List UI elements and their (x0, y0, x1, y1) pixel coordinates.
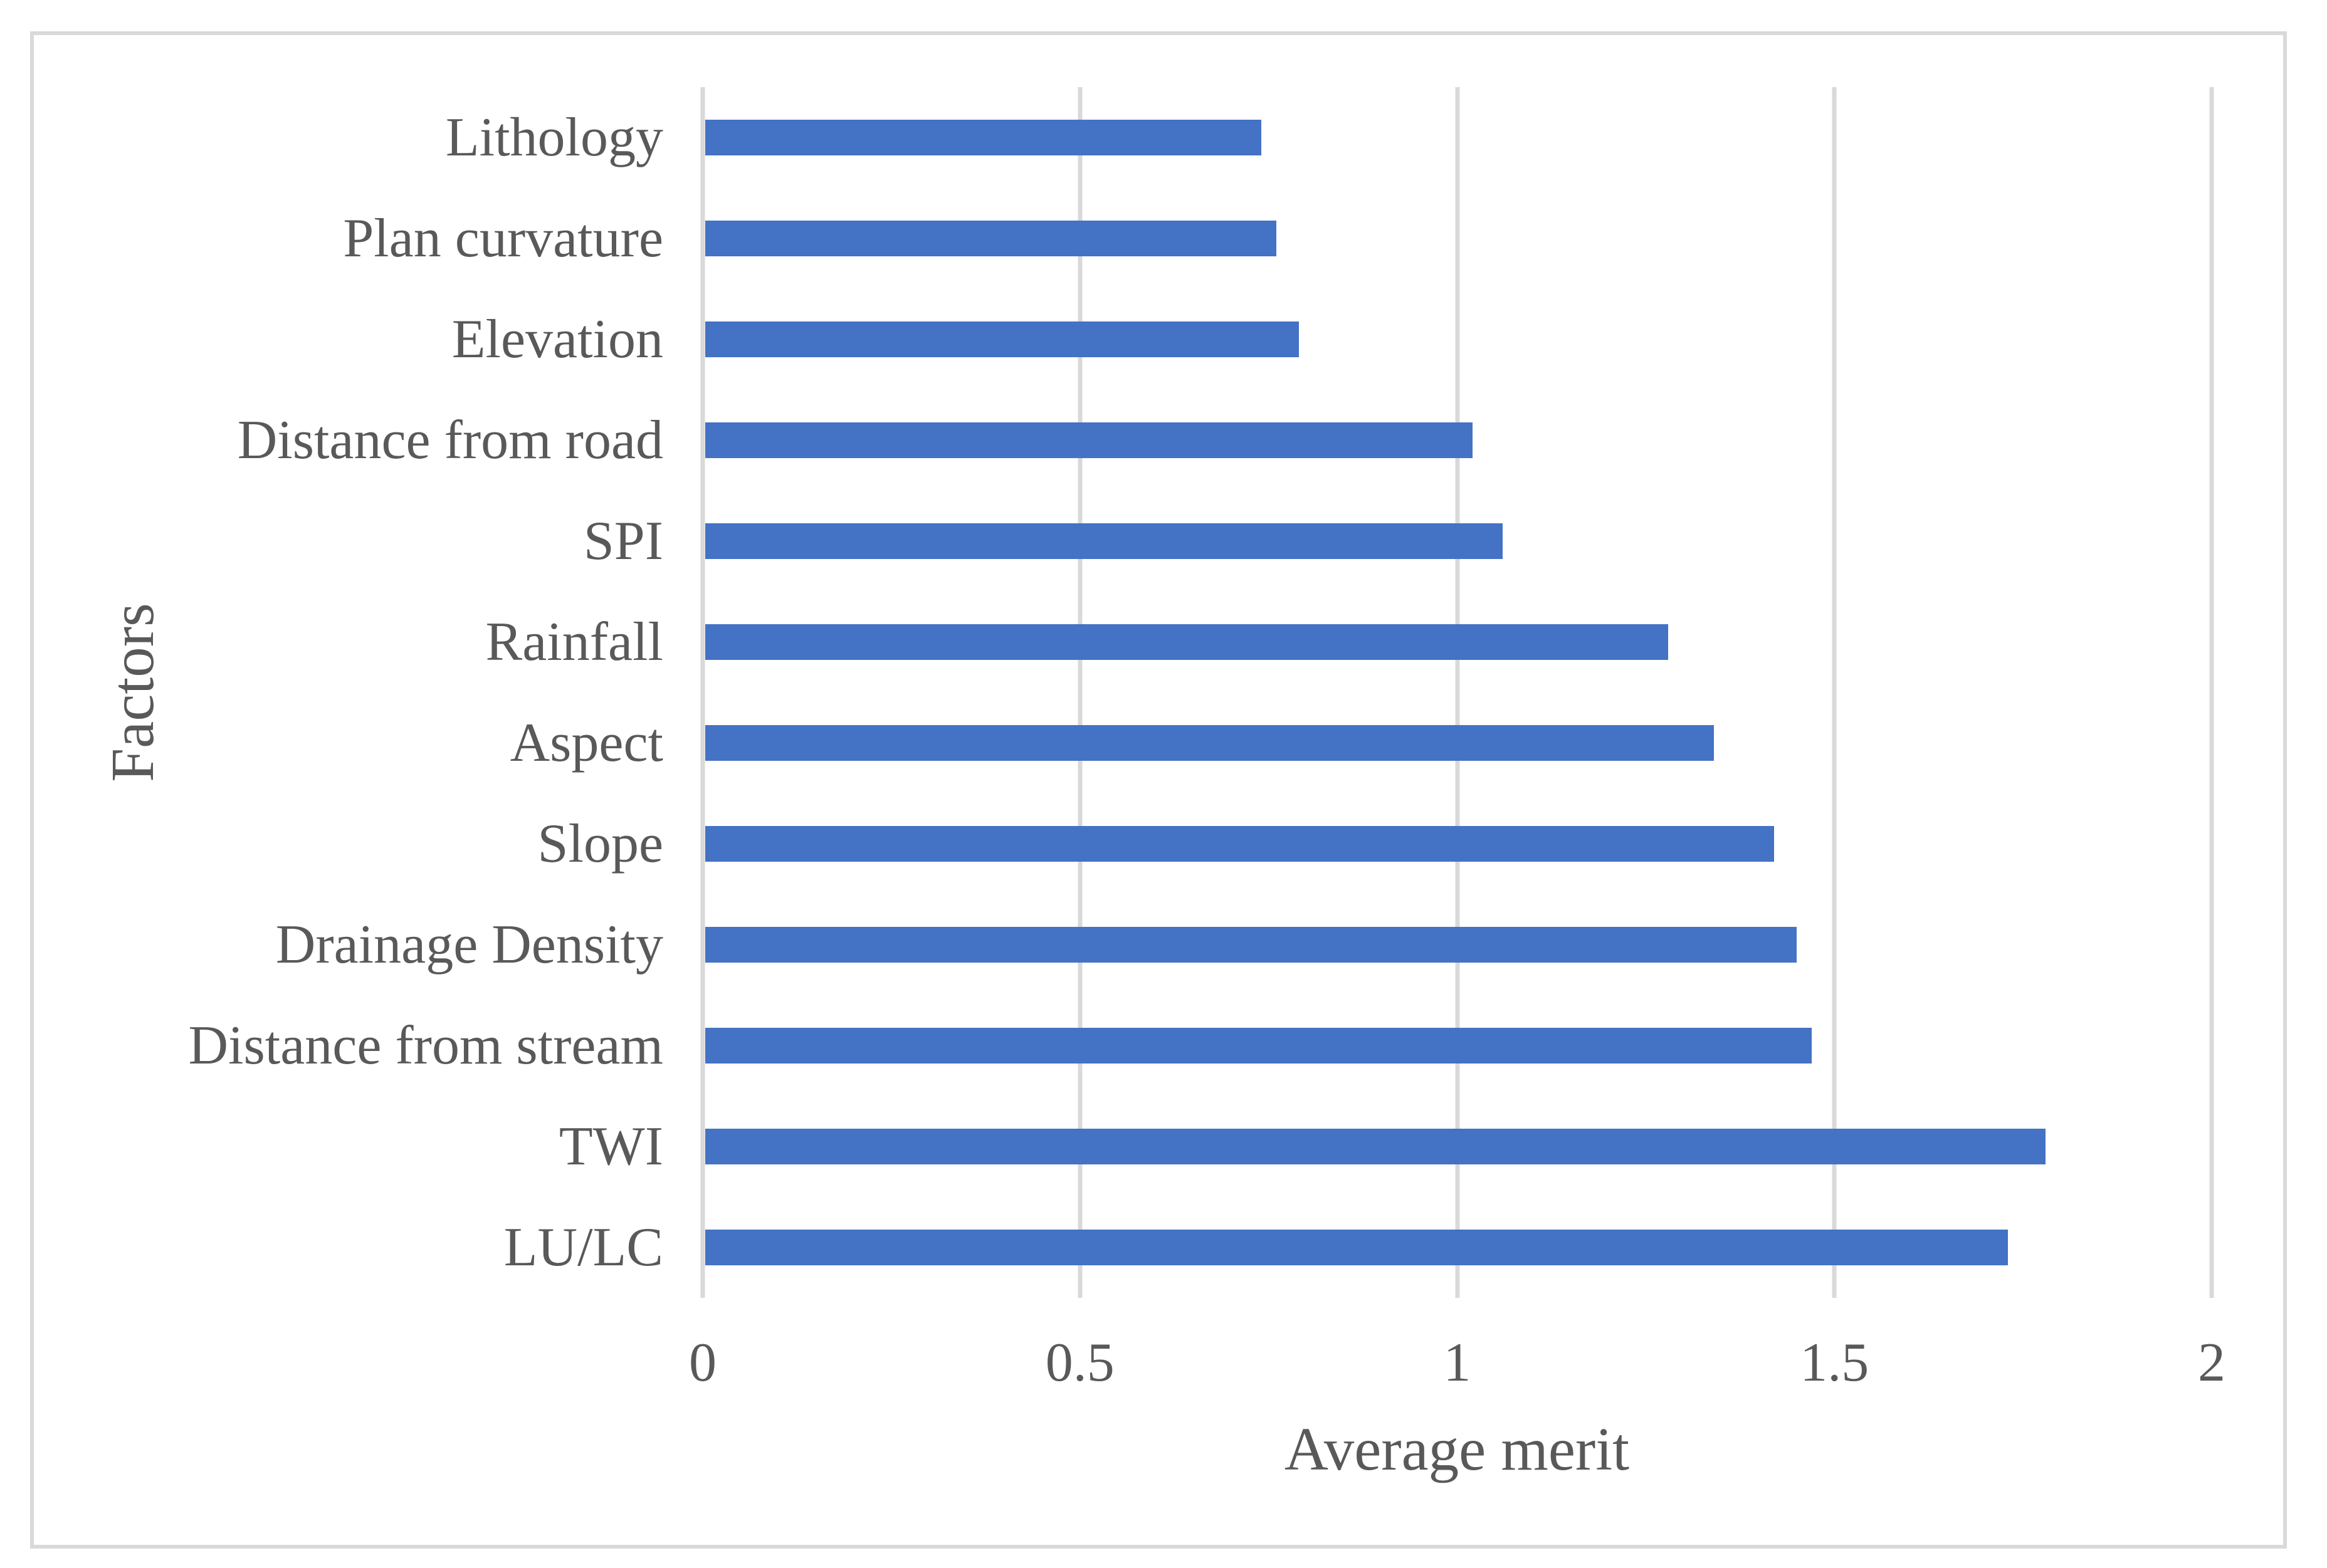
category-label-aspect: Aspect (510, 712, 663, 773)
category-label-lu-lc: LU/LC (503, 1216, 663, 1278)
bar-row (703, 390, 2212, 491)
bar-aspect (705, 725, 1714, 761)
x-tick-label-0.5: 0.5 (1045, 1332, 1115, 1393)
bar-slope (705, 826, 1774, 862)
category-label-spi: SPI (583, 510, 663, 572)
category-label-rainfall: Rainfall (485, 611, 663, 672)
bar-row (703, 1096, 2212, 1197)
category-label-elevation: Elevation (451, 308, 663, 370)
bar-row (703, 289, 2212, 390)
bar-row (703, 693, 2212, 793)
category-label-slope: Slope (537, 813, 663, 874)
bar-row (703, 491, 2212, 592)
category-label-lithology: Lithology (445, 107, 663, 168)
bar-row (703, 894, 2212, 995)
bar-row (703, 1197, 2212, 1298)
category-label-plan-curvature: Plan curvature (343, 207, 663, 269)
bar-distance-from-road (705, 422, 1473, 458)
plot-area (700, 87, 2214, 1298)
bar-row (703, 592, 2212, 693)
bar-lithology (705, 120, 1261, 155)
bar-elevation (705, 321, 1299, 357)
category-label-twi: TWI (559, 1116, 663, 1177)
gridline-x-0 (700, 87, 705, 1298)
bar-lu-lc (705, 1230, 2009, 1265)
x-tick-label-1.5: 1.5 (1800, 1332, 1869, 1393)
category-label-distance-from-road: Distance from road (237, 409, 663, 471)
gridline-x-1.5 (1832, 87, 1837, 1298)
x-tick-label-0: 0 (689, 1332, 717, 1393)
bar-twi (705, 1129, 2046, 1164)
gridline-x-0.5 (1078, 87, 1083, 1298)
x-tick-label-1: 1 (1443, 1332, 1471, 1393)
y-axis-title: Factors (99, 603, 166, 782)
bar-spi (705, 523, 1503, 559)
bar-plan-curvature (705, 221, 1276, 256)
category-label-distance-from-stream: Distance from stream (188, 1015, 664, 1076)
bar-distance-from-stream (705, 1028, 1812, 1064)
bar-rainfall (705, 624, 1669, 660)
chart-figure-border (30, 31, 2287, 1549)
x-axis-title: Average merit (1284, 1416, 1630, 1483)
bar-drainage-density (705, 927, 1797, 963)
bar-row (703, 793, 2212, 894)
category-label-drainage-density: Drainage Density (275, 914, 663, 975)
bar-row (703, 995, 2212, 1096)
x-tick-label-2: 2 (2198, 1332, 2225, 1393)
bar-row (703, 188, 2212, 289)
bar-row (703, 87, 2212, 188)
gridline-x-1 (1455, 87, 1459, 1298)
gridline-x-2 (2209, 87, 2214, 1298)
